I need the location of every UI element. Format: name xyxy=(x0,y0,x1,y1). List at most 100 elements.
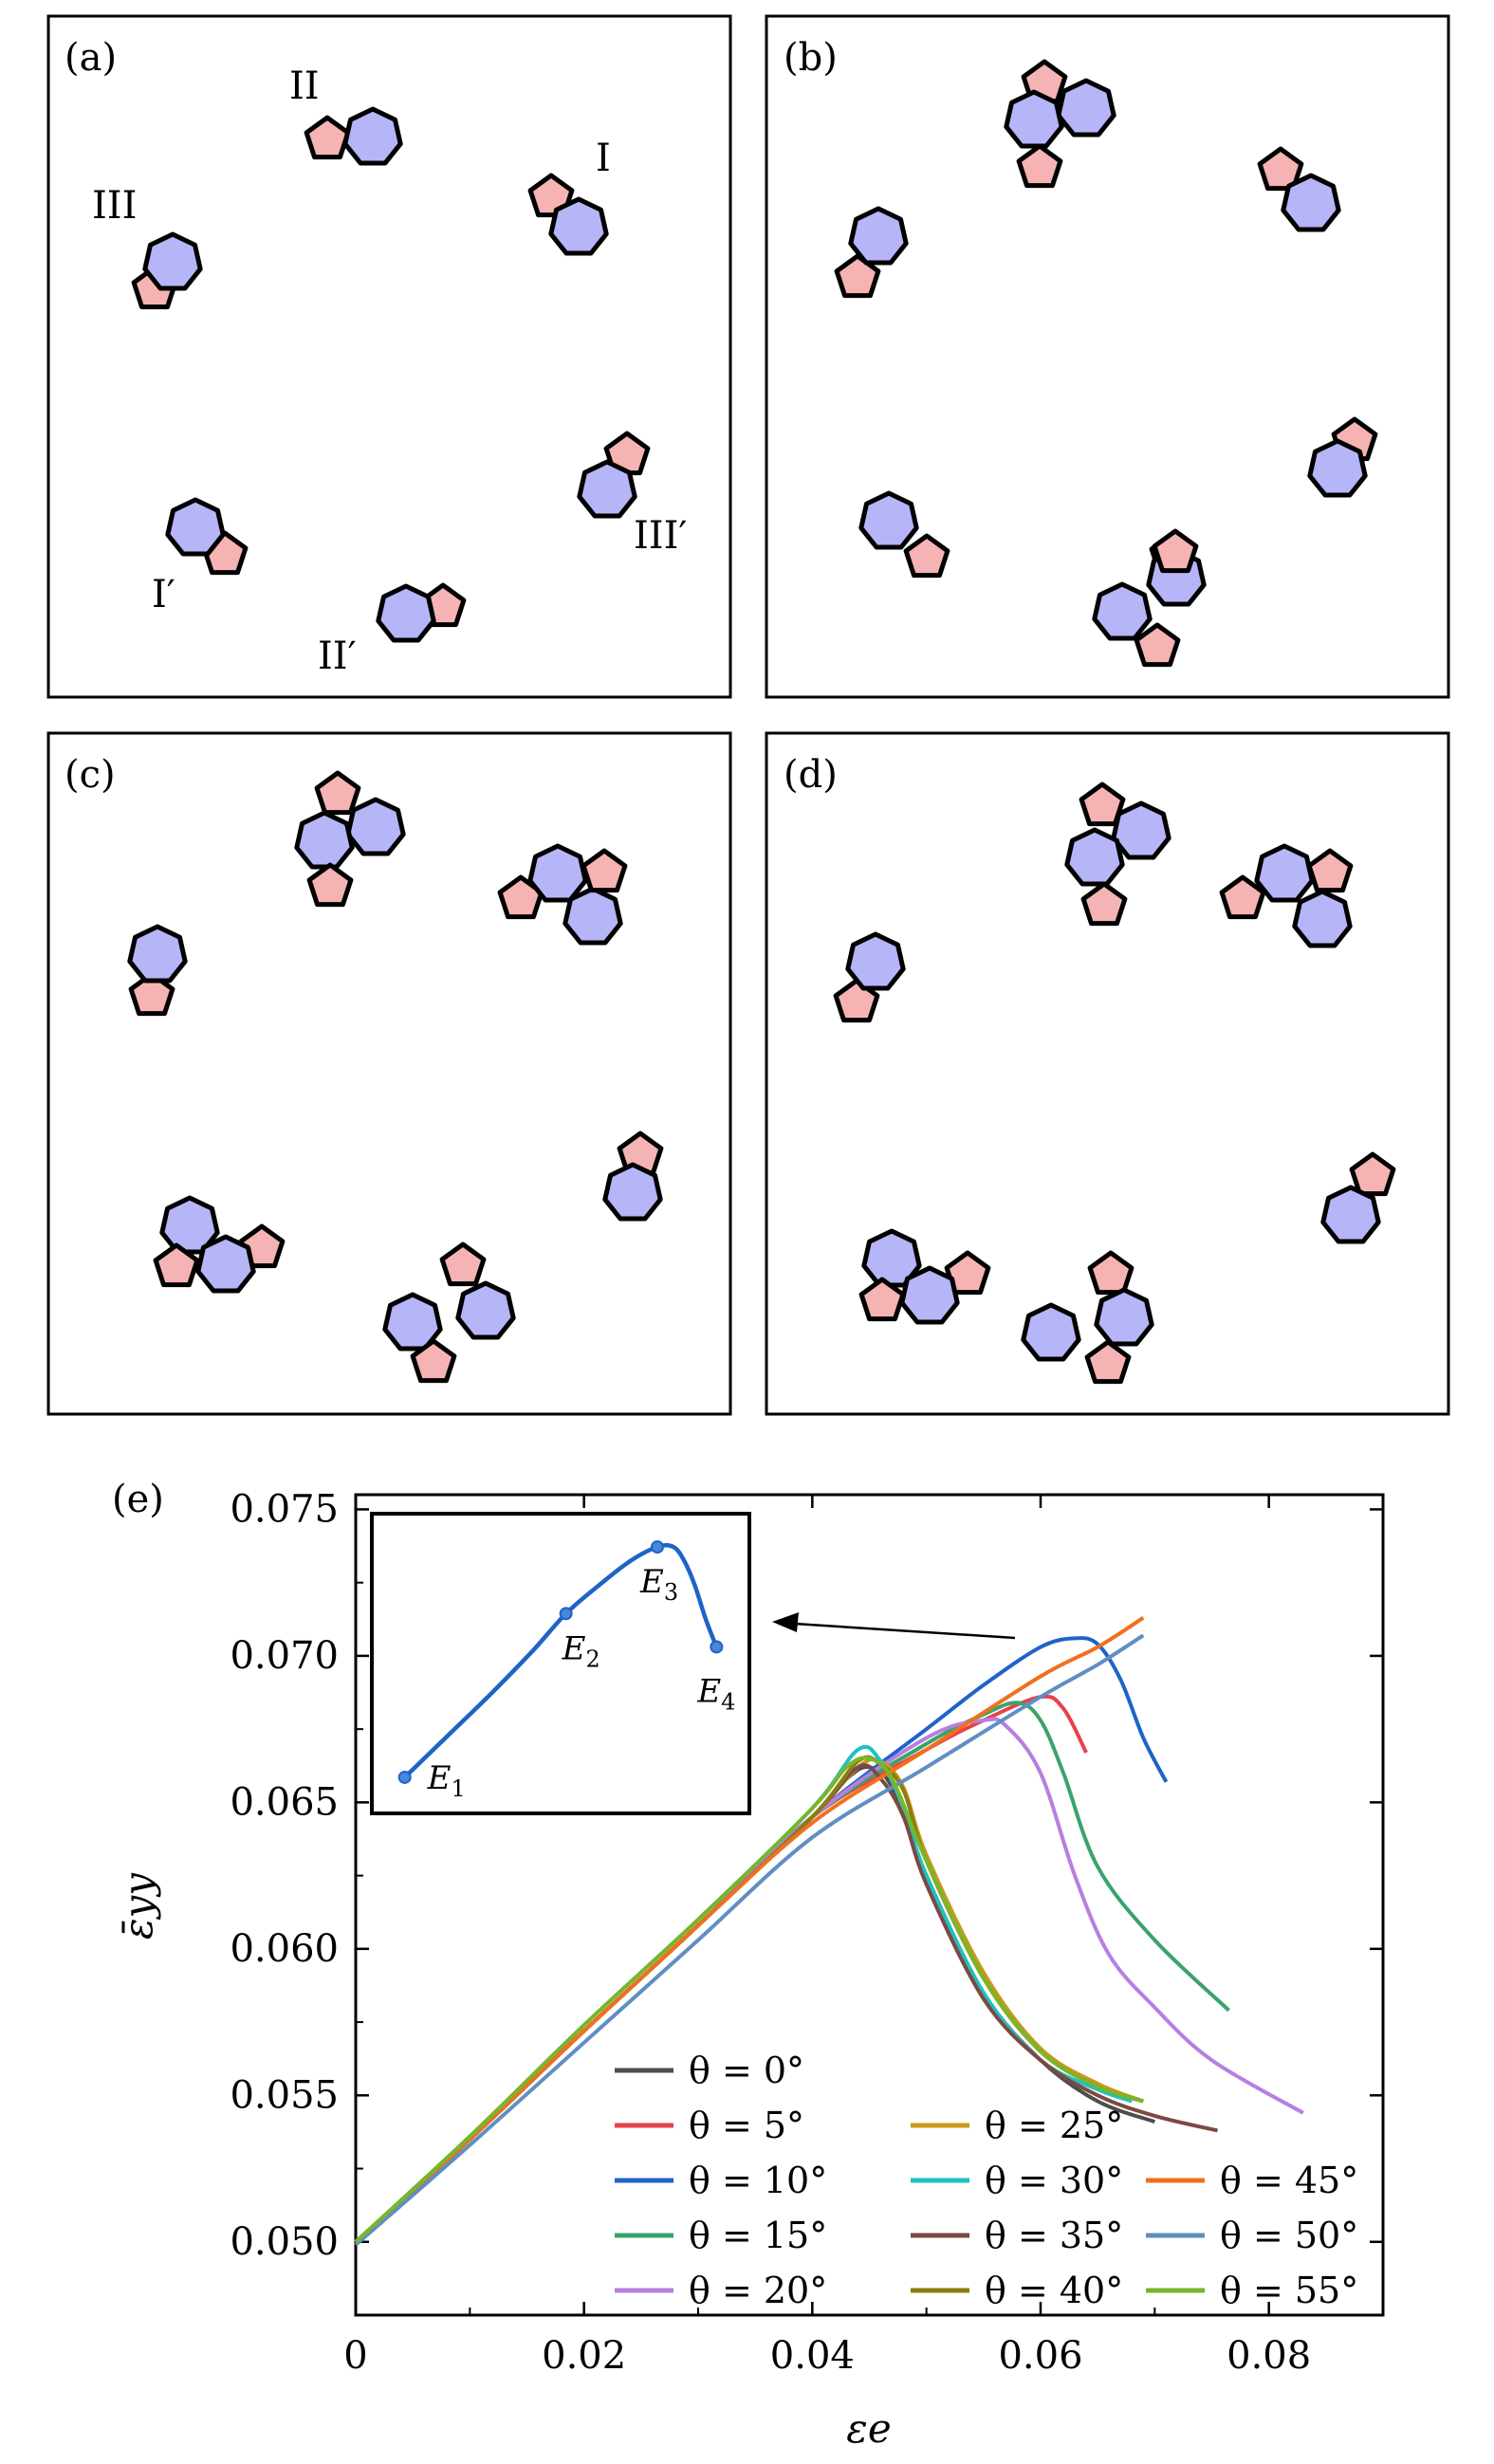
legend-label-0: θ = 0° xyxy=(689,2050,804,2091)
legend-label-11: θ = 55° xyxy=(1220,2270,1358,2311)
panel-d-label: (d) xyxy=(784,753,838,797)
legend: θ = 0° θ = 5° θ = 10° θ = 15° θ = 20° θ = 25°… xyxy=(615,2050,1358,2311)
inset-arrow-head xyxy=(772,1612,799,1632)
pentagon xyxy=(1306,848,1354,893)
heptagon xyxy=(159,1195,220,1255)
inset-point-label: E1 xyxy=(427,1759,466,1802)
pentagon xyxy=(439,1241,487,1287)
pentagon xyxy=(858,1277,906,1322)
heptagon xyxy=(848,206,909,266)
pentagon xyxy=(903,533,950,579)
heptagon xyxy=(294,810,355,870)
x-tick-label: 0.08 xyxy=(1227,2334,1311,2378)
heptagon xyxy=(382,1292,443,1352)
heptagon xyxy=(345,797,406,856)
legend-label-7: θ = 35° xyxy=(985,2215,1123,2256)
pentagon xyxy=(128,971,175,1017)
group-label-II-prime: II′ xyxy=(318,634,357,678)
x-tick-label: 0.04 xyxy=(770,2334,855,2378)
pentagon xyxy=(944,1250,991,1296)
heptagon xyxy=(1292,889,1353,948)
pentagon xyxy=(314,770,361,816)
x-tick-label: 0 xyxy=(343,2334,367,2378)
x-axis-title: εe xyxy=(846,2405,891,2452)
defect-structures xyxy=(127,59,1396,1385)
heptagon xyxy=(1094,1287,1154,1347)
inset-arrow xyxy=(779,1621,1016,1640)
pentagon xyxy=(1016,143,1063,189)
group-label-III-prime: III′ xyxy=(634,514,687,558)
heptagon xyxy=(563,886,623,946)
heptagon xyxy=(548,196,609,256)
heptagon xyxy=(577,459,637,519)
legend-label-9: θ = 45° xyxy=(1220,2160,1358,2201)
inset-point-E4 xyxy=(710,1640,724,1654)
series-lines xyxy=(354,1616,1304,2247)
y-tick-label: 0.055 xyxy=(230,2073,339,2117)
y-tick-label: 0.070 xyxy=(230,1634,339,1678)
panel-b-label: (b) xyxy=(784,36,838,80)
heptagon xyxy=(195,1234,256,1294)
legend-label-5: θ = 25° xyxy=(985,2105,1123,2146)
inset-curve xyxy=(403,1543,719,1779)
panel-a-label: (a) xyxy=(65,36,117,80)
chart-plot-frame xyxy=(354,1493,1385,2317)
heptagon xyxy=(1064,827,1125,887)
group-label-III: III xyxy=(92,184,137,228)
heptagon xyxy=(1307,438,1368,498)
pentagon xyxy=(153,1242,200,1288)
heptagon xyxy=(845,931,906,991)
heptagon xyxy=(1056,78,1116,138)
heptagon xyxy=(455,1280,516,1340)
legend-label-2: θ = 10° xyxy=(689,2160,827,2201)
heptagon xyxy=(527,843,588,903)
y-axis-ticks: 0.050 0.055 0.060 0.065 0.070 0.075 xyxy=(230,1487,1383,2264)
legend-label-6: θ = 30° xyxy=(985,2160,1123,2201)
legend-label-8: θ = 40° xyxy=(985,2270,1123,2311)
heptagon xyxy=(342,106,403,166)
pentagon xyxy=(834,253,881,299)
heptagon xyxy=(858,490,919,550)
legend-label-4: θ = 20° xyxy=(689,2270,827,2311)
pentagon xyxy=(1079,781,1126,827)
legend-label-3: θ = 15° xyxy=(689,2215,827,2256)
pentagon xyxy=(581,848,628,893)
x-tick-label: 0.06 xyxy=(998,2334,1082,2378)
legend-label-10: θ = 50° xyxy=(1220,2215,1358,2256)
heptagon xyxy=(1254,843,1315,903)
heptagon xyxy=(142,231,203,291)
y-tick-label: 0.050 xyxy=(230,2220,339,2264)
series-line-9 xyxy=(354,1616,1145,2244)
series-line-10 xyxy=(354,1633,1145,2247)
panel-b-frame xyxy=(765,14,1450,699)
heptagon xyxy=(127,924,188,984)
x-axis-ticks: 0 0.02 0.04 0.06 0.08 xyxy=(343,1495,1311,2378)
heptagon xyxy=(899,1265,960,1325)
pentagon xyxy=(1257,146,1304,192)
panel-e-label: (e) xyxy=(112,1478,164,1521)
heptagon xyxy=(1320,1185,1381,1244)
panel-c-label: (c) xyxy=(65,753,116,797)
heptagon xyxy=(165,497,226,557)
inset-point-E1 xyxy=(397,1770,412,1784)
pentagon xyxy=(1152,528,1199,574)
heptagon xyxy=(376,583,436,643)
pentagon xyxy=(1087,1250,1134,1296)
heptagon xyxy=(1092,581,1153,641)
heptagon xyxy=(1111,800,1171,860)
pentagon xyxy=(1084,1339,1132,1385)
y-tick-label: 0.060 xyxy=(230,1927,339,1971)
heptagon xyxy=(1021,1302,1081,1362)
pentagon xyxy=(304,115,351,160)
heptagon xyxy=(1004,89,1064,149)
pentagon xyxy=(1349,1151,1396,1197)
group-label-I-prime: I′ xyxy=(152,573,175,616)
group-label-II: II xyxy=(289,64,320,108)
heptagon xyxy=(1281,173,1341,232)
inset-point-E2 xyxy=(559,1607,573,1621)
heptagon xyxy=(602,1162,663,1222)
pentagon xyxy=(410,1338,457,1384)
pentagon xyxy=(1134,622,1181,668)
pentagon xyxy=(1219,874,1266,920)
